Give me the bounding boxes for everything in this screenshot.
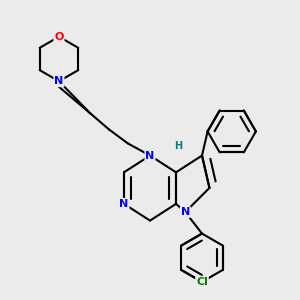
Text: N: N bbox=[181, 207, 190, 217]
Text: N: N bbox=[146, 151, 154, 160]
Text: N: N bbox=[119, 199, 129, 209]
Text: Cl: Cl bbox=[196, 277, 208, 287]
Text: N: N bbox=[54, 76, 64, 86]
Text: H: H bbox=[174, 141, 182, 151]
Text: O: O bbox=[54, 32, 64, 42]
